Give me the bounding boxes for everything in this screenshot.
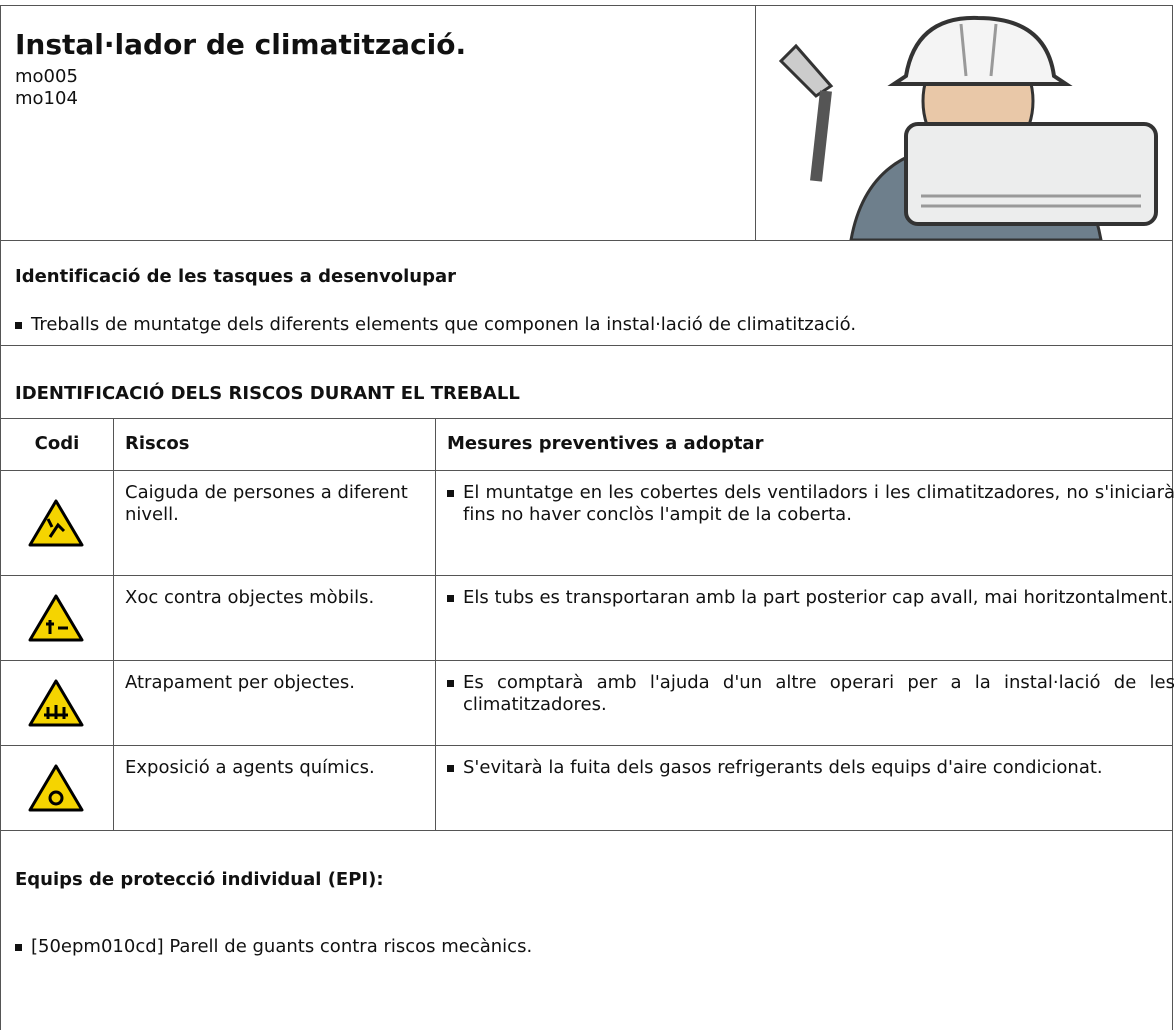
worker-illustration — [778, 15, 1158, 242]
preventive-measure: Es comptarà amb l'ajuda d'un altre opera… — [447, 672, 1174, 716]
risk-name: Xoc contra objectes mòbils. — [125, 587, 375, 608]
epi-item: [50epm010cd] Parell de guants contra ris… — [15, 936, 532, 958]
column-header: Riscos — [125, 433, 190, 454]
worker — [778, 15, 1158, 242]
risk-icon — [28, 764, 84, 811]
risk-name: Atrapament per objectes. — [125, 672, 356, 693]
preventive-measure: S'evitarà la fuita dels gasos refrigeran… — [447, 757, 1174, 779]
code: mo005 — [15, 66, 78, 87]
risk-icon — [28, 679, 84, 726]
code: mo104 — [15, 88, 78, 109]
risk-icon — [28, 499, 84, 546]
risks-heading-box — [0, 345, 1173, 419]
section-heading: Identificació de les tasques a desenvolu… — [15, 266, 456, 287]
section-heading: IDENTIFICACIÓ DELS RISCOS DURANT EL TREB… — [15, 383, 520, 404]
risk-icon — [28, 594, 84, 641]
risk-name: Exposició a agents químics. — [125, 757, 375, 778]
section-heading: Equips de protecció individual (EPI): — [15, 869, 384, 890]
column-header: Mesures preventives a adoptar — [447, 433, 764, 454]
preventive-measure: El muntatge en les cobertes dels ventila… — [447, 482, 1174, 526]
risk-name: Caiguda de persones a diferent nivell. — [125, 482, 408, 525]
preventive-measure: Els tubs es transportaran amb la part po… — [447, 587, 1174, 609]
task-item: Treballs de muntatge dels diferents elem… — [15, 314, 856, 336]
epi-box — [0, 830, 1173, 1030]
column-header: Codi — [34, 433, 80, 454]
title: Instal·lador de climatització. — [15, 28, 467, 61]
image-box — [755, 5, 1173, 242]
